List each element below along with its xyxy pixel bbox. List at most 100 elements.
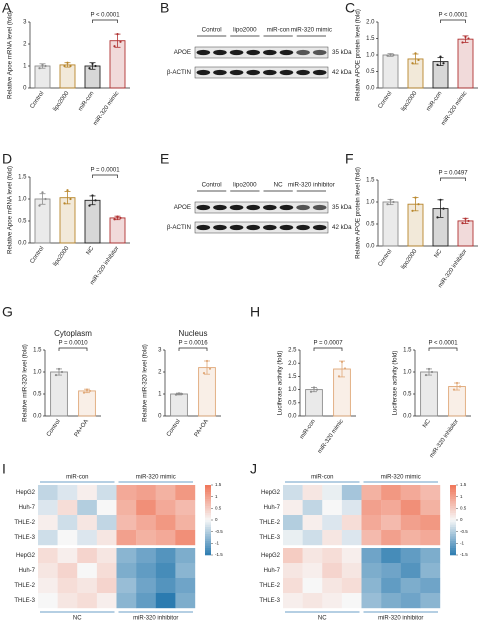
panel-letter: B: [160, 0, 169, 16]
heatmap-cell: [175, 530, 196, 546]
heatmap-cell: [381, 578, 401, 594]
row-label: Huh-7: [19, 568, 36, 574]
colorbar-step: [205, 496, 211, 500]
heatmap-cell: [57, 515, 78, 531]
data-point: [414, 196, 417, 199]
chart-title: Cytoplasm: [54, 329, 92, 338]
colorbar-step: [450, 545, 456, 549]
data-point: [455, 381, 459, 385]
colorbar-step: [205, 550, 211, 553]
blot-band: [263, 204, 277, 211]
heatmap-cell: [175, 548, 196, 564]
heatmap-cell: [283, 530, 303, 546]
blot-band: [196, 49, 211, 56]
heatmap-cell: [420, 515, 441, 531]
blot-band: [213, 224, 227, 231]
blot-band: [312, 69, 327, 76]
colorbar-step: [205, 538, 211, 542]
lane-label: NC: [274, 182, 283, 189]
data-point: [436, 63, 439, 66]
significance-bracket: [313, 347, 343, 351]
panel-letter: D: [2, 151, 12, 167]
data-point: [113, 45, 116, 48]
bar: [84, 199, 101, 244]
x-tick-label: Control: [29, 246, 45, 265]
colorbar-label: -1.5: [215, 552, 223, 557]
colorbar-step: [205, 531, 211, 535]
heatmap-cell: [381, 548, 401, 564]
heatmap-cell: [302, 563, 323, 579]
row-label: THLE-3: [14, 535, 35, 541]
heatmap-cell: [96, 485, 117, 501]
lane-label: miR-320 mimic: [291, 27, 332, 34]
data-point: [427, 367, 431, 371]
data-point: [63, 64, 66, 68]
bar: [50, 371, 68, 417]
significance-bracket: [178, 347, 208, 351]
data-point: [442, 62, 445, 65]
heatmap-cell: [341, 548, 362, 564]
heatmap-cell: [136, 548, 156, 564]
blot-band: [279, 204, 294, 211]
heatmap-cell: [381, 530, 401, 546]
blot-band: [279, 69, 294, 76]
colorbar-step: [450, 543, 456, 546]
heatmap-cell: [420, 578, 441, 594]
blot-band: [279, 224, 294, 231]
colorbar-step: [450, 552, 456, 556]
colorbar-step: [450, 515, 456, 518]
heatmap-cell: [283, 515, 303, 531]
y-tick-label: 0.0: [33, 414, 42, 420]
lane-label: lipo2000: [233, 27, 257, 34]
colorbar-step: [205, 534, 211, 537]
bar: [198, 367, 216, 417]
row-label: APOE: [174, 49, 191, 56]
heatmap-cell: [400, 548, 421, 564]
data-point: [54, 373, 58, 377]
blot-band: [263, 49, 277, 56]
heatmap-cell: [38, 563, 58, 579]
heatmap-cell: [136, 563, 156, 579]
data-point: [312, 386, 316, 389]
data-point: [44, 197, 47, 201]
panel-letter: C: [345, 0, 355, 16]
heatmap-cell: [155, 515, 176, 531]
heatmap-cell: [155, 485, 176, 501]
blot-strip: [194, 201, 329, 214]
data-point: [38, 67, 41, 70]
bar: [78, 390, 96, 417]
colorbar-step: [450, 513, 456, 516]
heatmap-cell: [283, 563, 303, 579]
colorbar-step: [450, 550, 456, 553]
heatmap-cell: [57, 485, 78, 501]
row-label: THLE-3: [259, 598, 280, 604]
colorbar-label: 0.5: [215, 506, 222, 511]
row-label: THLE-3: [14, 598, 35, 604]
bar: [170, 393, 188, 417]
y-tick-label: 2.5: [288, 348, 297, 354]
significance-bracket: [58, 347, 88, 351]
group-label: miR-320 inhibitor: [133, 616, 178, 622]
heatmap-cell: [77, 593, 98, 609]
x-tick-label: Control: [377, 91, 393, 110]
significance-bracket: [440, 19, 466, 23]
heatmap-cell: [302, 548, 323, 564]
blot-band: [213, 204, 227, 211]
heatmap-cell: [175, 563, 196, 579]
heatmap-cell: [155, 593, 176, 609]
colorbar-label: 0.5: [460, 506, 467, 511]
y-tick-label: 0: [158, 414, 162, 420]
bar: [457, 220, 474, 247]
row-label: Huh-7: [264, 568, 281, 574]
heatmap-cell: [400, 563, 421, 579]
colorbar-step: [205, 503, 211, 507]
colorbar-label: 0: [460, 517, 463, 522]
heatmap-cell: [38, 593, 58, 609]
colorbar-step: [205, 517, 211, 521]
blot-strip: [194, 46, 329, 59]
row-label: HepG2: [16, 553, 36, 559]
data-point: [38, 204, 41, 207]
bar: [109, 40, 126, 89]
data-point: [417, 58, 420, 62]
heatmap-cell: [57, 563, 78, 579]
